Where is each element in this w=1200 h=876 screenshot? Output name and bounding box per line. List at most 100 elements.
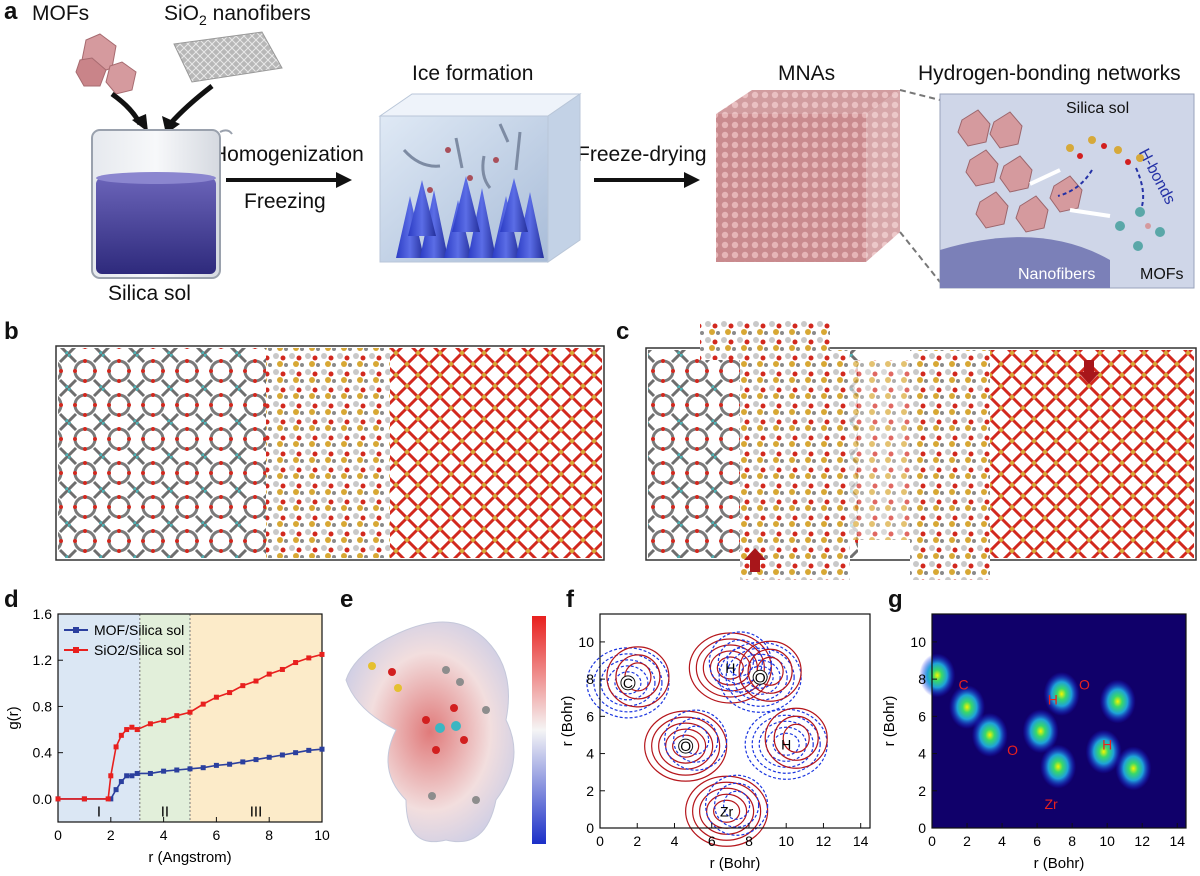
beaker-icon: [91, 129, 233, 279]
contour-line: [723, 790, 751, 820]
series-point: [108, 796, 114, 802]
series-point: [134, 727, 140, 733]
series-point: [174, 767, 180, 773]
hbond-networks-label: Hydrogen-bonding networks: [918, 62, 1181, 85]
contour-line: [593, 653, 663, 713]
elf-heatmap: 0 2 4 6 8 10 12 14 0 2 4 6 8 10 r (Bohr) r (Bohr) C H O O H Z…: [881, 613, 1187, 872]
density-blob: [1040, 744, 1077, 789]
inset-mofs-label: MOFs: [1140, 266, 1184, 283]
contour-line: [738, 640, 802, 702]
region-label: I: [97, 803, 101, 820]
atom-label: Zr: [720, 803, 734, 819]
contour-line: [692, 781, 762, 841]
contour-line: [746, 665, 774, 689]
panel-bc-md-snapshots: [55, 320, 1197, 580]
panel-label-d: d: [4, 586, 19, 613]
legend-label: SiO2/Silica sol: [94, 642, 184, 658]
contour-line: [747, 648, 793, 694]
silica-sol-label: Silica sol: [108, 282, 191, 305]
series-point: [293, 660, 299, 666]
plot-frame: [599, 613, 871, 829]
panel-label-e: e: [340, 586, 354, 613]
atom-label: O: [755, 669, 766, 685]
contour-line: [685, 775, 769, 847]
freeze-drying-label: Freeze-drying: [577, 143, 707, 166]
series-point: [279, 752, 285, 758]
arrow-right-icon-2: [684, 172, 700, 188]
x-tick-label: 6: [708, 833, 716, 849]
contour-line: [713, 799, 741, 823]
y-tick-label: 4: [918, 746, 926, 762]
mof-crystal-icons: [75, 33, 137, 95]
series-point: [319, 651, 325, 657]
atom-label: H: [781, 736, 791, 752]
panel-label-c: c: [616, 318, 630, 345]
deformation-density-contour: 0 2 4 6 8 10 12 14 0 2 4 6 8 10 r (Bohr) r (Bohr) C H O O H Z…: [560, 613, 871, 872]
density-blob: [971, 712, 1008, 757]
series-point: [306, 747, 312, 753]
y-tick-label: 10: [910, 634, 926, 650]
x-tick-label: 14: [1169, 833, 1185, 849]
density-blob: [1115, 746, 1152, 791]
atom-label: H: [1048, 692, 1058, 708]
series-point: [253, 757, 259, 763]
y-axis-label: r (Bohr): [560, 696, 576, 747]
x-tick-label: 2: [963, 833, 971, 849]
arrow-right-icon: [336, 172, 352, 188]
density-blob: [1085, 729, 1122, 774]
region-III: [190, 614, 322, 822]
atom-label: Zr: [1045, 796, 1059, 812]
density-blob: [1043, 672, 1080, 717]
y-tick-label: 4: [586, 746, 594, 762]
y-axis-label: r (Bohr): [881, 696, 898, 747]
panel-label-f: f: [566, 586, 574, 613]
contour-line: [751, 714, 821, 774]
legend-label: MOF/Silica sol: [94, 622, 184, 638]
series-point: [266, 754, 272, 760]
sio2-nanofibers-label: SiO2 nanofibers: [164, 2, 311, 29]
y-tick-label: 8: [918, 671, 926, 687]
series-point: [213, 694, 219, 700]
density-blob: [1099, 679, 1136, 724]
x-tick-label: 6: [1033, 833, 1041, 849]
x-tick-label: 10: [1099, 833, 1115, 849]
atom-label: C: [623, 675, 633, 691]
mofs-label: MOFs: [32, 2, 90, 25]
series-point: [279, 666, 285, 672]
ice-formation-label: Ice formation: [412, 62, 534, 85]
series-point: [293, 750, 299, 756]
density-blob: [919, 653, 956, 698]
series-point: [134, 770, 140, 776]
x-axis-label: r (Bohr): [710, 855, 761, 872]
y-tick-label: 6: [918, 708, 926, 724]
freezing-label: Freezing: [244, 190, 326, 213]
y-tick-label: 0.0: [33, 791, 53, 807]
x-tick-label: 14: [853, 833, 869, 849]
x-tick-label: 8: [265, 827, 273, 843]
y-tick-label: 2: [586, 783, 594, 799]
atom-label: H: [725, 660, 735, 676]
contour-line: [644, 710, 728, 782]
contour-line: [708, 631, 772, 693]
series-point: [161, 768, 167, 774]
mnas-label: MNAs: [778, 62, 836, 85]
contour-line: [673, 717, 719, 763]
y-tick-label: 0.4: [33, 745, 53, 761]
series-point: [108, 773, 114, 779]
series-point: [113, 787, 119, 793]
contour-line: [615, 654, 661, 700]
contour-line: [665, 728, 707, 764]
series-point: [118, 779, 124, 785]
y-tick-label: 2: [918, 783, 926, 799]
x-tick-label: 12: [816, 833, 832, 849]
contour-line: [717, 639, 763, 685]
series-point: [129, 773, 135, 779]
y-tick-label: 8: [586, 671, 594, 687]
x-tick-label: 0: [596, 833, 604, 849]
atom-label: O: [680, 738, 691, 754]
contour-line: [672, 734, 700, 758]
atom-marker: [752, 669, 768, 685]
contour-line: [764, 707, 828, 769]
panel-a-illustration: [75, 31, 1195, 289]
